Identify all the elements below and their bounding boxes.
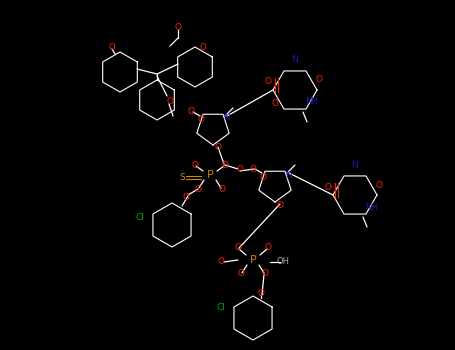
Text: NH: NH <box>306 98 318 106</box>
Text: N: N <box>352 161 359 169</box>
Text: O: O <box>258 288 264 298</box>
Text: O: O <box>262 270 268 279</box>
Text: O: O <box>218 184 226 194</box>
Text: O: O <box>264 244 272 252</box>
Text: O: O <box>197 116 204 125</box>
Text: P: P <box>250 255 256 265</box>
Text: O: O <box>277 201 283 210</box>
Text: O: O <box>200 42 206 51</box>
Text: O: O <box>182 193 189 202</box>
Text: O: O <box>234 244 242 252</box>
Text: O: O <box>272 99 278 108</box>
Text: O: O <box>192 161 198 169</box>
Text: O: O <box>175 23 182 33</box>
Text: O: O <box>315 76 323 84</box>
Text: O: O <box>167 98 173 106</box>
Text: O: O <box>324 182 332 191</box>
Text: O: O <box>237 166 243 175</box>
Text: O: O <box>217 258 224 266</box>
Text: O: O <box>214 144 222 153</box>
Text: O: O <box>109 42 115 51</box>
Text: O: O <box>375 181 383 189</box>
Text: O: O <box>238 270 244 279</box>
Text: N: N <box>222 113 229 122</box>
Text: O: O <box>222 161 228 169</box>
Text: Cl: Cl <box>217 303 225 313</box>
Text: O: O <box>194 184 202 194</box>
Text: Cl: Cl <box>136 212 144 222</box>
Text: P: P <box>207 170 213 180</box>
Text: S: S <box>179 173 185 182</box>
Text: O: O <box>259 173 267 182</box>
Text: O: O <box>187 107 194 117</box>
Text: N: N <box>292 56 298 64</box>
Text: NH: NH <box>366 203 379 211</box>
Text: O: O <box>264 77 272 86</box>
Text: O: O <box>249 164 257 174</box>
Text: OH: OH <box>277 258 289 266</box>
Text: N: N <box>285 170 291 180</box>
